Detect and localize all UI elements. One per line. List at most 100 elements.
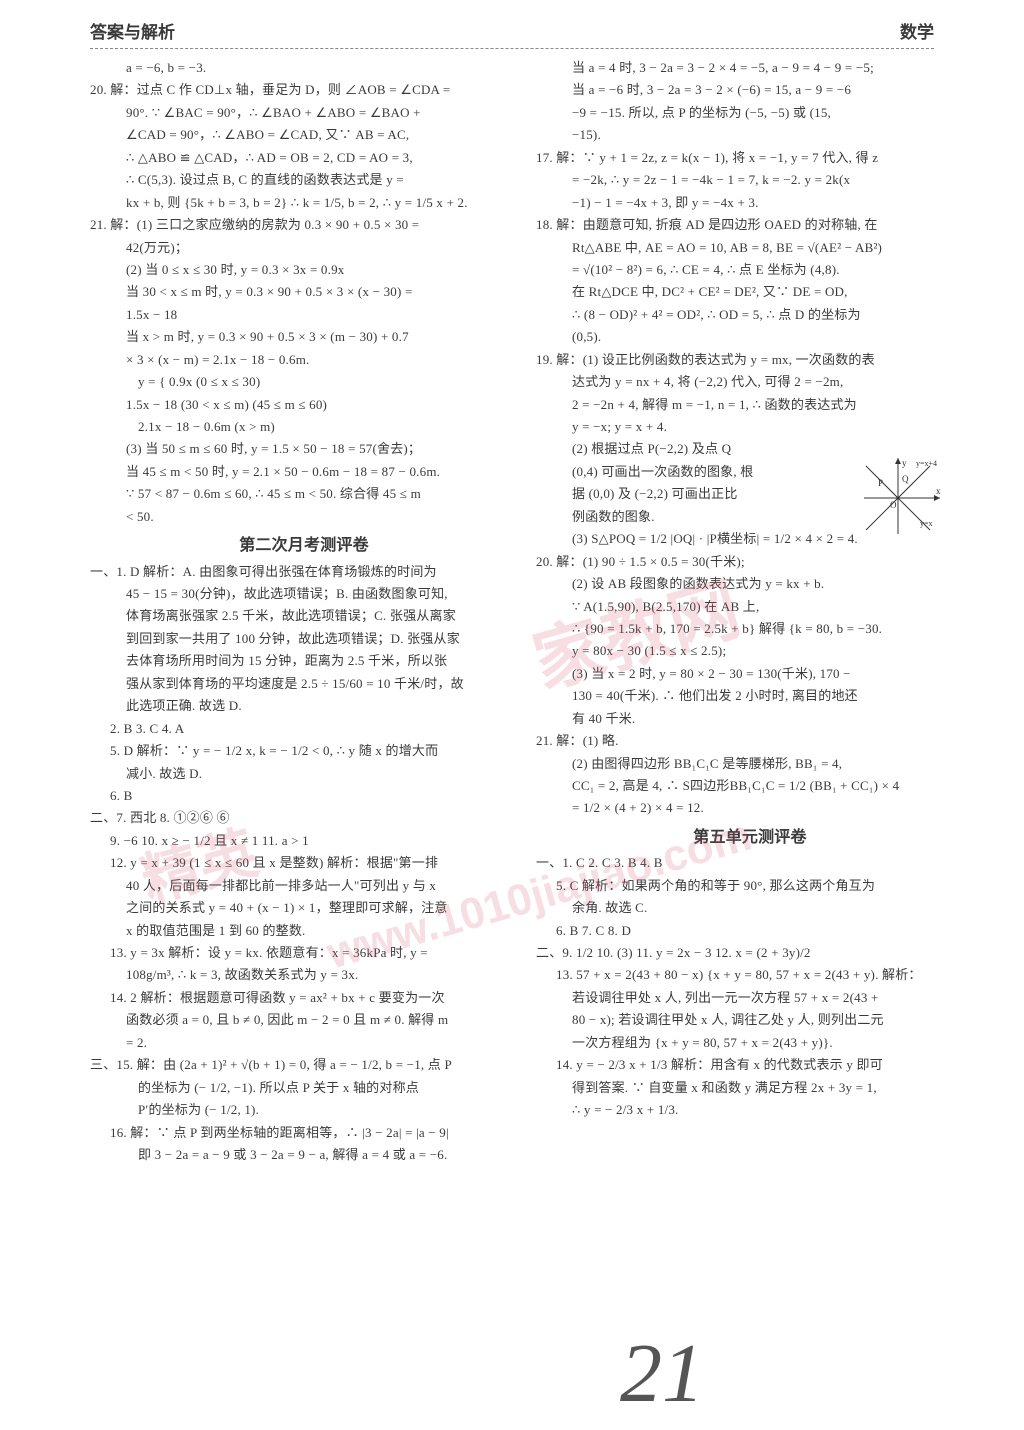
text-line: 到回到家一共用了 100 分钟，故此选项错误；D. 张强从家 (90, 628, 518, 649)
text-line: 2.1x − 18 − 0.6m (x > m) (90, 416, 518, 437)
section-title-2: 第二次月考测评卷 (90, 533, 518, 559)
text-line: −1) − 1 = −4x + 3, 即 y = −4x + 3. (536, 192, 964, 213)
text-line: 当 45 ≤ m < 50 时, y = 2.1 × 50 − 0.6m − 1… (90, 461, 518, 482)
graph-label-p: P (878, 478, 883, 488)
text-line: 6. B (90, 785, 518, 806)
graph-label-y: y (902, 458, 907, 468)
page-number: 21 (620, 1325, 704, 1422)
text-line: 90°. ∵ ∠BAC = 90°，∴ ∠BAO + ∠ABO = ∠BAO + (90, 102, 518, 123)
text-line: 14. 2 解析：根据题意可得函数 y = ax² + bx + c 要变为一次 (90, 987, 518, 1008)
text-line: ∵ 57 < 87 − 0.6m ≤ 60, ∴ 45 ≤ m < 50. 综合… (90, 483, 518, 504)
text-line: = 1/2 × (4 + 2) × 4 = 12. (536, 797, 964, 818)
text-line: y = { 0.9x (0 ≤ x ≤ 30) (90, 371, 518, 392)
text-line: 19. 解：(1) 设正比例函数的表达式为 y = mx, 一次函数的表 (536, 349, 964, 370)
text-line: (3) 当 x = 2 时, y = 80 × 2 − 30 = 130(千米)… (536, 663, 964, 684)
text-line: 5. C 解析：如果两个角的和等于 90°, 那么这两个角互为 (536, 875, 964, 896)
text-line: 得到答案. ∵ 自变量 x 和函数 y 满足方程 2x + 3y = 1, (536, 1077, 964, 1098)
graph-label-o: O (890, 500, 897, 510)
text-line: −15). (536, 124, 964, 145)
text-line: ∠CAD = 90°，∴ ∠ABO = ∠CAD, 又∵ AB = AC, (90, 124, 518, 145)
text-line: 5. D 解析：∵ y = − 1/2 x, k = − 1/2 < 0, ∴ … (90, 740, 518, 761)
text-line: ∴ {90 = 1.5k + b, 170 = 2.5k + b} 解得 {k … (536, 618, 964, 639)
text-line: 的坐标为 (− 1/2, −1). 所以点 P 关于 x 轴的对称点 (90, 1077, 518, 1098)
text-line: CC₁ = 2, 高是 4, ∴ S四边形BB₁C₁C = 1/2 (BB₁ +… (536, 775, 964, 796)
text-line: 之间的关系式 y = 40 + (x − 1) × 1，整理即可求解，注意 (90, 897, 518, 918)
text-line: (3) 当 50 ≤ m ≤ 60 时, y = 1.5 × 50 − 18 =… (90, 438, 518, 459)
text-line: 2 = −2n + 4, 解得 m = −1, n = 1, ∴ 函数的表达式为 (536, 394, 964, 415)
text-line: 12. y = x + 39 (1 ≤ x ≤ 60 且 x 是整数) 解析：根… (90, 852, 518, 873)
text-line: = −2k, ∴ y = 2z − 1 = −4k − 1 = 7, k = −… (536, 169, 964, 190)
text-line: y = −x; y = x + 4. (536, 416, 964, 437)
graph-label-q: Q (902, 474, 909, 484)
text-line: −9 = −15. 所以, 点 P 的坐标为 (−5, −5) 或 (15, (536, 102, 964, 123)
text-line: 体育场离张强家 2.5 千米，故此选项错误；C. 张强从离家 (90, 605, 518, 626)
header-right: 数学 (900, 18, 934, 43)
text-line: 强从家到体育场的平均速度是 2.5 ÷ 15/60 = 10 千米/时，故 (90, 673, 518, 694)
text-line: x 的取值范围是 1 到 60 的整数. (90, 920, 518, 941)
text-line: 45 − 15 = 30(分钟)，故此选项错误；B. 由函数图象可知, (90, 583, 518, 604)
text-line: 18. 解：由题意可知, 折痕 AD 是四边形 OAED 的对称轴, 在 (536, 214, 964, 235)
text-line: 13. y = 3x 解析：设 y = kx. 依题意有：x = 36kPa 时… (90, 942, 518, 963)
text-line: 16. 解：∵ 点 P 到两坐标轴的距离相等，∴ |3 − 2a| = |a −… (90, 1122, 518, 1143)
text-line: 达式为 y = nx + 4, 将 (−2,2) 代入, 可得 2 = −2m, (536, 371, 964, 392)
text-line: 20. 解：(1) 90 ÷ 1.5 × 0.5 = 30(千米); (536, 551, 964, 572)
text-line: × 3 × (x − m) = 2.1x − 18 − 0.6m. (90, 349, 518, 370)
graph-label-line2: y=x (920, 519, 933, 528)
text-line: 当 a = −6 时, 3 − 2a = 3 − 2 × (−6) = 15, … (536, 79, 964, 100)
text-line: 1.5x − 18 (90, 304, 518, 325)
text-line: 2. B 3. C 4. A (90, 718, 518, 739)
text-line: = 2. (90, 1032, 518, 1053)
text-line: ∴ C(5,3). 设过点 B, C 的直线的函数表达式是 y = (90, 169, 518, 190)
text-line: 21. 解：(1) 略. (536, 730, 964, 751)
text-line: 若设调往甲处 x 人, 列出一元一次方程 57 + x = 2(43 + (536, 987, 964, 1008)
header-left: 答案与解析 (90, 18, 175, 43)
text-line: (2) 设 AB 段图象的函数表达式为 y = kx + b. (536, 573, 964, 594)
text-line: 130 = 40(千米). ∴ 他们出发 2 小时时, 离目的地还 (536, 685, 964, 706)
section-title-5: 第五单元测评卷 (536, 825, 964, 851)
page-header: 答案与解析 数学 (0, 0, 1024, 47)
right-column: 当 a = 4 时, 3 − 2a = 3 − 2 × 4 = −5, a − … (536, 57, 964, 1166)
text-line: P′的坐标为 (− 1/2, 1). (90, 1099, 518, 1120)
content-columns: a = −6, b = −3. 20. 解：过点 C 作 CD⊥x 轴，垂足为 … (0, 49, 1024, 1166)
text-line: ∵ A(1.5,90), B(2.5,170) 在 AB 上, (536, 596, 964, 617)
text-line: 13. 57 + x = 2(43 + 80 − x) {x + y = 80,… (536, 964, 964, 985)
text-line: ∴ y = − 2/3 x + 1/3. (536, 1099, 964, 1120)
text-line: = √(10² − 8²) = 6, ∴ CE = 4, ∴ 点 E 坐标为 (… (536, 259, 964, 280)
text-line: y = 80x − 30 (1.5 ≤ x ≤ 2.5); (536, 640, 964, 661)
text-line: a = −6, b = −3. (90, 57, 518, 78)
text-line: 80 − x); 若设调往甲处 x 人, 调往乙处 y 人, 则列出二元 (536, 1009, 964, 1030)
text-line: 函数必须 a = 0, 且 b ≠ 0, 因此 m − 2 = 0 且 m ≠ … (90, 1009, 518, 1030)
text-line: 1.5x − 18 (30 < x ≤ m) (45 ≤ m ≤ 60) (90, 394, 518, 415)
text-line: 减小. 故选 D. (90, 763, 518, 784)
text-line: 6. B 7. C 8. D (536, 920, 964, 941)
text-line: 二、9. 1/2 10. (3) 11. y = 2x − 3 12. x = … (536, 942, 964, 963)
text-line: 21. 解：(1) 三口之家应缴纳的房款为 0.3 × 90 + 0.5 × 3… (90, 214, 518, 235)
left-column: a = −6, b = −3. 20. 解：过点 C 作 CD⊥x 轴，垂足为 … (90, 57, 518, 1166)
text-line: 当 a = 4 时, 3 − 2a = 3 − 2 × 4 = −5, a − … (536, 57, 964, 78)
text-line: kx + b, 则 {5k + b = 3, b = 2} ∴ k = 1/5,… (90, 192, 518, 213)
graph-label-line1: y=x+4 (916, 459, 937, 468)
text-line: 此选项正确. 故选 D. (90, 695, 518, 716)
text-line: 42(万元)； (90, 237, 518, 258)
coordinate-graph: y x y=x+4 y=x P Q O (858, 452, 944, 538)
text-line: 一次方程组为 {x + y = 80, 57 + x = 2(43 + y)}. (536, 1032, 964, 1053)
text-line: 当 x > m 时, y = 0.3 × 90 + 0.5 × 3 × (m −… (90, 326, 518, 347)
text-line: 一、1. D 解析：A. 由图象可得出张强在体育场锻炼的时间为 (90, 561, 518, 582)
text-line: 去体育场所用时间为 15 分钟，距离为 2.5 千米，所以张 (90, 650, 518, 671)
text-line: 有 40 千米. (536, 708, 964, 729)
text-line: Rt△ABE 中, AE = AO = 10, AB = 8, BE = √(A… (536, 237, 964, 258)
graph-label-x: x (936, 486, 941, 496)
text-line: (2) 由图得四边形 BB₁C₁C 是等腰梯形, BB₁ = 4, (536, 753, 964, 774)
text-line: 一、1. C 2. C 3. B 4. B (536, 852, 964, 873)
text-line: 9. −6 10. x ≥ − 1/2 且 x ≠ 1 11. a > 1 (90, 830, 518, 851)
text-line: (2) 当 0 ≤ x ≤ 30 时, y = 0.3 × 3x = 0.9x (90, 259, 518, 280)
text-line: 三、15. 解：由 (2a + 1)² + √(b + 1) = 0, 得 a … (90, 1054, 518, 1075)
text-line: 40 人，后面每一排都比前一排多站一人"可列出 y 与 x (90, 875, 518, 896)
text-line: 17. 解：∵ y + 1 = 2z, z = k(x − 1), 将 x = … (536, 147, 964, 168)
text-line: 即 3 − 2a = a − 9 或 3 − 2a = 9 − a, 解得 a … (90, 1144, 518, 1165)
text-line: (0,5). (536, 326, 964, 347)
text-line: 108g/m³, ∴ k = 3, 故函数关系式为 y = 3x. (90, 964, 518, 985)
text-line: 在 Rt△DCE 中, DC² + CE² = DE², 又∵ DE = OD, (536, 281, 964, 302)
text-line: 20. 解：过点 C 作 CD⊥x 轴，垂足为 D，则 ∠AOB = ∠CDA … (90, 79, 518, 100)
text-line: < 50. (90, 506, 518, 527)
